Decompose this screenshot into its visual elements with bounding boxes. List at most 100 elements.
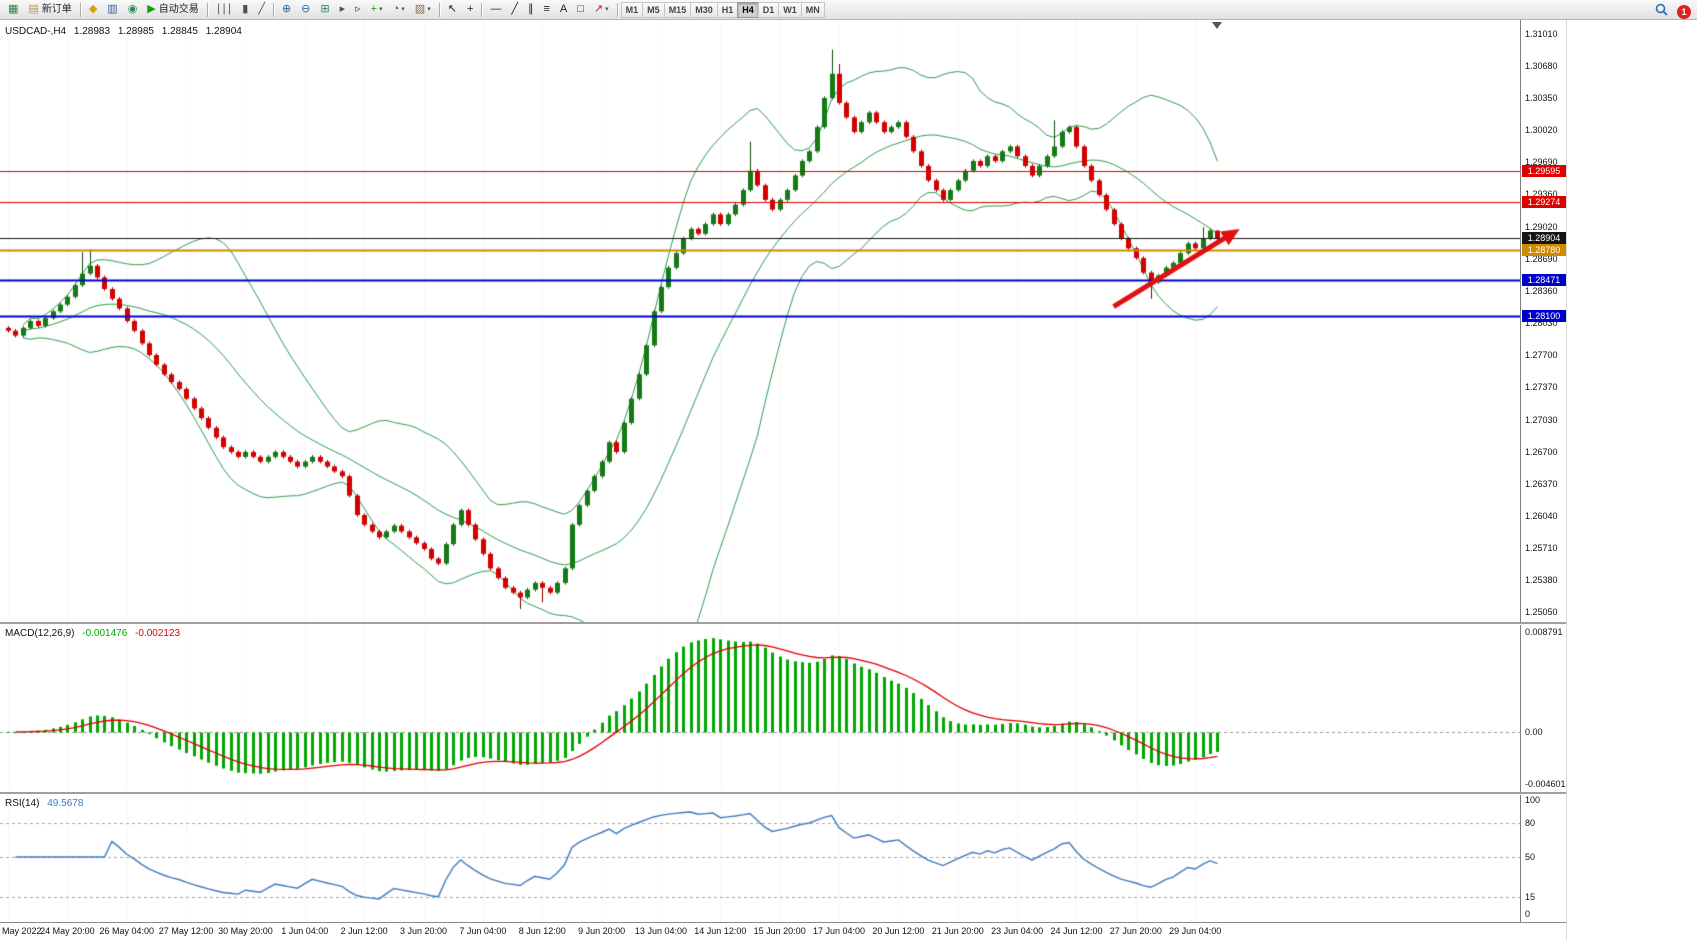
symbol-chart-icon[interactable]: ▦ xyxy=(4,0,22,19)
time-axis-label: May 2022 xyxy=(2,926,42,936)
macd-header: MACD(12,26,9) -0.001476 -0.002123 xyxy=(5,628,185,639)
time-axis-label: 17 Jun 04:00 xyxy=(813,926,866,936)
cursor-icon: ↖ xyxy=(447,3,457,15)
zoom-out-icon: ⊖ xyxy=(301,3,311,15)
horizontal-line-tool-icon[interactable]: — xyxy=(486,0,505,19)
timeframe-M30[interactable]: M30 xyxy=(690,1,718,18)
macd-axis-label: 0.008791 xyxy=(1525,627,1563,637)
horizontal-line-tool-icon: — xyxy=(490,3,502,15)
time-axis-label: 24 May 20:00 xyxy=(40,926,95,936)
panel-separator-rsi[interactable] xyxy=(0,792,1566,795)
time-axis[interactable]: May 2022 24 May 20:00 26 May 04:00 27 May 1… xyxy=(0,924,1697,940)
rsi-label: RSI(14) xyxy=(5,798,40,809)
rsi-axis-label: 100 xyxy=(1525,795,1541,805)
new-order-button[interactable]: ▤ 新订单 xyxy=(24,0,75,19)
navigator-icon[interactable]: ◉ xyxy=(124,0,142,19)
templates-icon: ▨ xyxy=(414,3,426,15)
templates-icon[interactable]: ▨ ▾ xyxy=(411,0,435,19)
price-axis-label: 1.30020 xyxy=(1525,125,1558,135)
price-axis-label: 1.28360 xyxy=(1525,285,1558,296)
price-tag: 1.28100 xyxy=(1522,310,1566,323)
price-axis[interactable]: 1.31010 1.30680 1.30350 1.30020 1.29690 1.293… xyxy=(1520,20,1566,922)
timeframe-H4[interactable]: H4 xyxy=(737,1,759,18)
macd-panel-canvas[interactable] xyxy=(0,624,1520,792)
trendline-tool-icon: ╱ xyxy=(511,3,518,15)
auto-scroll-icon[interactable]: ▸ xyxy=(336,0,350,19)
timeframe-M15[interactable]: M15 xyxy=(663,1,692,18)
toolbar-right-group: 1 xyxy=(1655,3,1691,21)
bar-chart-type-icon: ∣∣∣ xyxy=(215,3,233,15)
search-icon[interactable] xyxy=(1655,3,1668,21)
time-axis-label: 7 Jun 04:00 xyxy=(459,926,507,936)
time-axis-label: 9 Jun 20:00 xyxy=(578,926,626,936)
rsi-axis-label: 50 xyxy=(1525,852,1536,862)
crosshair-icon: + xyxy=(466,3,474,15)
timeframe-D1[interactable]: D1 xyxy=(757,1,780,18)
time-axis-label: 15 Jun 20:00 xyxy=(753,926,806,936)
cursor-icon[interactable]: ↖ xyxy=(444,0,461,19)
price-axis-label: 1.26700 xyxy=(1525,446,1558,457)
fibonacci-tool-icon: ≡ xyxy=(543,3,550,15)
toolbar: ▦ ▤ 新订单 ◆ ▥ ◉ ▶ 自动交易 ∣∣∣ ▮ ╱ ⊕ ⊖ ⊞ ▸ ▹ + ▾ ◔ ▾ ▨ ▾ ↖ + — ╱ ∥ ≡ A □ ↗ ▾ M… xyxy=(0,0,1697,20)
price-axis-label: 1.27030 xyxy=(1525,414,1558,425)
notification-badge[interactable]: 1 xyxy=(1677,5,1691,19)
price-tag: 1.28780 xyxy=(1522,244,1566,257)
zoom-in-icon[interactable]: ⊕ xyxy=(278,0,295,19)
price-axis-label: 1.28690 xyxy=(1525,253,1558,264)
candlestick-type-icon[interactable]: ▮ xyxy=(238,0,252,19)
price-axis-label: 1.27370 xyxy=(1525,382,1558,392)
line-chart-type-icon: ╱ xyxy=(258,3,265,15)
zoom-out-icon[interactable]: ⊖ xyxy=(297,0,314,19)
timeframe-M5[interactable]: M5 xyxy=(642,1,665,18)
timeframe-MN[interactable]: MN xyxy=(800,1,825,18)
rsi-panel-canvas[interactable] xyxy=(0,794,1520,922)
time-axis-label: 24 Jun 12:00 xyxy=(1050,926,1103,936)
auto-trading-button-label: 自动交易 xyxy=(158,3,199,15)
price-tag: 1.28904 xyxy=(1522,232,1566,245)
tile-windows-icon[interactable]: ⊞ xyxy=(316,0,333,19)
indicators-icon[interactable]: + ▾ xyxy=(367,0,387,19)
channel-tool-icon[interactable]: ∥ xyxy=(524,0,538,19)
periods-icon[interactable]: ◔ ▾ xyxy=(389,0,409,19)
arrows-tool-icon[interactable]: ↗ ▾ xyxy=(590,0,613,19)
time-axis-label: 26 May 04:00 xyxy=(99,926,154,936)
macd-axis-label: -0.004601 xyxy=(1525,779,1566,789)
trendline-tool-icon[interactable]: ╱ xyxy=(507,0,522,19)
channel-tool-icon: ∥ xyxy=(528,3,534,15)
time-axis-label: 20 Jun 12:00 xyxy=(872,926,925,936)
chart-shift-marker[interactable] xyxy=(1212,22,1222,29)
time-axis-label: 29 Jun 04:00 xyxy=(1169,926,1222,936)
auto-trading-button[interactable]: ▶ 自动交易 xyxy=(143,0,202,19)
chart-shift-icon[interactable]: ▹ xyxy=(351,0,365,19)
fibonacci-tool-icon[interactable]: ≡ xyxy=(540,0,554,19)
chart-shift-icon: ▹ xyxy=(355,3,361,15)
timeframe-M1[interactable]: M1 xyxy=(620,1,644,18)
line-chart-type-icon[interactable]: ╱ xyxy=(254,0,269,19)
price-tag: 1.29274 xyxy=(1522,196,1566,209)
chart-title: USDCAD-,H4 xyxy=(5,26,67,37)
price-axis-label: 1.25050 xyxy=(1525,607,1558,617)
price-axis-label: 1.25710 xyxy=(1525,542,1558,553)
text-tool-icon: A xyxy=(559,3,568,15)
profiles-icon[interactable]: ◆ xyxy=(85,0,101,19)
time-axis-label: 21 Jun 20:00 xyxy=(931,926,984,936)
price-axis-label: 1.30350 xyxy=(1525,93,1558,103)
price-axis-label: 1.27700 xyxy=(1525,350,1558,360)
panel-separator-macd[interactable] xyxy=(0,622,1566,625)
periods-icon-caret: ▾ xyxy=(401,6,405,13)
shapes-tool-icon[interactable]: □ xyxy=(573,0,588,19)
periods-icon: ◔ xyxy=(392,3,400,15)
crosshair-icon[interactable]: + xyxy=(463,0,477,19)
timeframe-H1[interactable]: H1 xyxy=(716,1,739,18)
text-tool-icon[interactable]: A xyxy=(556,0,571,19)
rsi-axis-label: 15 xyxy=(1525,891,1536,902)
price-axis-label: 1.28030 xyxy=(1525,318,1558,328)
bar-chart-type-icon[interactable]: ∣∣∣ xyxy=(212,0,237,19)
time-axis-separator xyxy=(0,922,1566,923)
ohlc-close: 1.28904 xyxy=(205,26,242,37)
price-chart-canvas[interactable] xyxy=(0,20,1520,622)
timeframe-W1[interactable]: W1 xyxy=(778,1,802,18)
rsi-header: RSI(14) 49.5678 xyxy=(5,798,88,809)
market-watch-icon[interactable]: ▥ xyxy=(103,0,121,19)
right-panel-blank xyxy=(1566,20,1697,940)
